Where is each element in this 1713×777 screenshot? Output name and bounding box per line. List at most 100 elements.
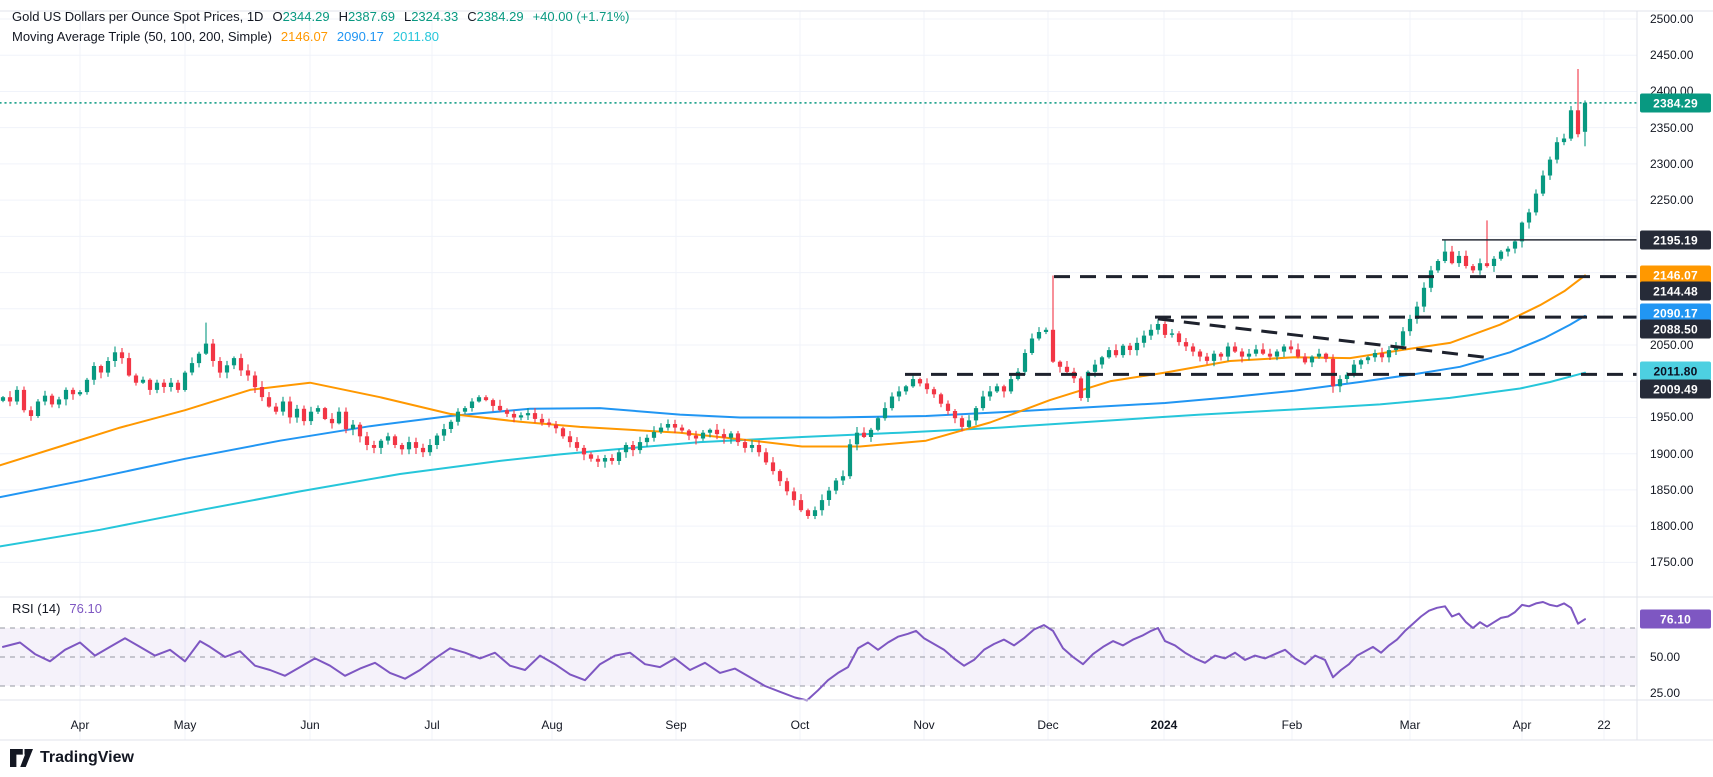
candle-body xyxy=(1050,329,1056,362)
candle-body xyxy=(1456,255,1462,264)
change-value: +40.00 (+1.71%) xyxy=(532,9,630,24)
candle-body xyxy=(483,397,489,401)
candle-body xyxy=(1428,270,1434,288)
candle-body xyxy=(1085,371,1091,398)
candle-body xyxy=(1057,361,1063,367)
candle-body xyxy=(392,436,398,445)
candle-body xyxy=(637,442,643,451)
ohlc-close: C2384.29 xyxy=(467,9,524,24)
candle-body xyxy=(203,343,209,354)
candle-body xyxy=(1561,138,1567,143)
candle-body xyxy=(539,418,545,423)
candle-body xyxy=(917,379,923,384)
candle-body xyxy=(140,379,146,383)
candle-body xyxy=(959,418,965,427)
candle-body xyxy=(847,444,853,477)
ma200-value: 2011.80 xyxy=(392,29,439,44)
candle-body xyxy=(1036,332,1042,339)
candle-body xyxy=(616,452,622,461)
chart-canvas[interactable] xyxy=(0,0,1713,745)
candle-body xyxy=(833,480,839,491)
candle-body xyxy=(147,379,153,390)
candle-body xyxy=(161,382,167,387)
candle-body xyxy=(371,445,377,448)
candle-body xyxy=(322,408,328,419)
price-tick-label: 2250.00 xyxy=(1650,193,1694,208)
candle-body xyxy=(364,436,370,445)
candle-body xyxy=(1302,356,1308,363)
time-tick-label: Apr xyxy=(70,718,90,732)
candle-body xyxy=(133,375,139,383)
candle-body xyxy=(1372,353,1378,358)
candle-body xyxy=(1421,287,1427,307)
candle-body xyxy=(210,343,216,361)
candle-body xyxy=(1484,263,1490,267)
price-tick-label: 1900.00 xyxy=(1650,446,1694,461)
ma-triple-legend[interactable]: Moving Average Triple (50, 100, 200, Sim… xyxy=(12,29,439,44)
candle-body xyxy=(1295,349,1301,357)
candle-body xyxy=(497,405,503,411)
candle-body xyxy=(224,365,230,373)
candle-body xyxy=(217,361,223,373)
candle-body xyxy=(1533,193,1539,213)
price-tick-label: 1750.00 xyxy=(1650,555,1694,570)
candle-body xyxy=(903,386,909,392)
price-badge: 2144.48 xyxy=(1640,281,1711,301)
candle-body xyxy=(84,379,90,393)
candle-body xyxy=(546,422,552,425)
rsi-badge: 76.10 xyxy=(1640,609,1711,629)
candle-body xyxy=(994,386,1000,392)
candle-body xyxy=(770,462,776,472)
candle-body xyxy=(1547,159,1553,176)
candle-body xyxy=(1330,358,1336,387)
candle-body xyxy=(119,352,125,359)
candle-body xyxy=(1463,255,1469,266)
candle-body xyxy=(784,481,790,492)
rsi-legend-title: RSI (14) xyxy=(12,601,61,616)
candle-body xyxy=(630,445,636,451)
time-tick-label: May xyxy=(173,718,197,732)
symbol-legend[interactable]: Gold US Dollars per Ounce Spot Prices, 1… xyxy=(12,9,629,24)
candle-body xyxy=(721,434,727,438)
rsi-legend[interactable]: RSI (14) 76.10 xyxy=(12,601,102,616)
candle-body xyxy=(882,408,888,419)
candle-body xyxy=(973,408,979,421)
candle-body xyxy=(1505,248,1511,252)
candle-body xyxy=(462,408,468,412)
candle-body xyxy=(728,433,734,438)
candle-body xyxy=(427,445,433,453)
price-badge: 2090.17 xyxy=(1640,303,1711,323)
candle-body xyxy=(385,436,391,441)
candle-body xyxy=(350,424,356,429)
candle-body xyxy=(1064,366,1070,372)
ma-legend-title: Moving Average Triple (50, 100, 200, Sim… xyxy=(12,29,272,44)
candle-body xyxy=(308,411,314,422)
candle-body xyxy=(791,491,797,501)
candle-body xyxy=(35,401,41,416)
ma100-value: 2090.17 xyxy=(336,29,384,44)
candle-body xyxy=(175,382,181,390)
tradingview-logo[interactable]: TradingView xyxy=(10,748,134,768)
rsi-line xyxy=(2,601,1586,702)
candle-body xyxy=(504,410,510,414)
candle-body xyxy=(56,399,62,405)
candle-body xyxy=(525,413,531,416)
candle-body xyxy=(280,401,286,412)
candle-body xyxy=(231,358,237,366)
candle-body xyxy=(1148,329,1154,336)
candle-body xyxy=(406,442,412,450)
candle-body xyxy=(98,366,104,373)
price-tick-label: 1800.00 xyxy=(1650,519,1694,534)
candle-body xyxy=(1351,364,1357,375)
candle-body xyxy=(896,391,902,397)
candle-body xyxy=(1225,346,1231,357)
candle-body xyxy=(1358,360,1364,365)
time-tick-label: Apr xyxy=(1512,718,1532,732)
price-tick-label: 2300.00 xyxy=(1650,156,1694,171)
candle-body xyxy=(511,413,517,418)
candle-body xyxy=(1078,378,1084,398)
